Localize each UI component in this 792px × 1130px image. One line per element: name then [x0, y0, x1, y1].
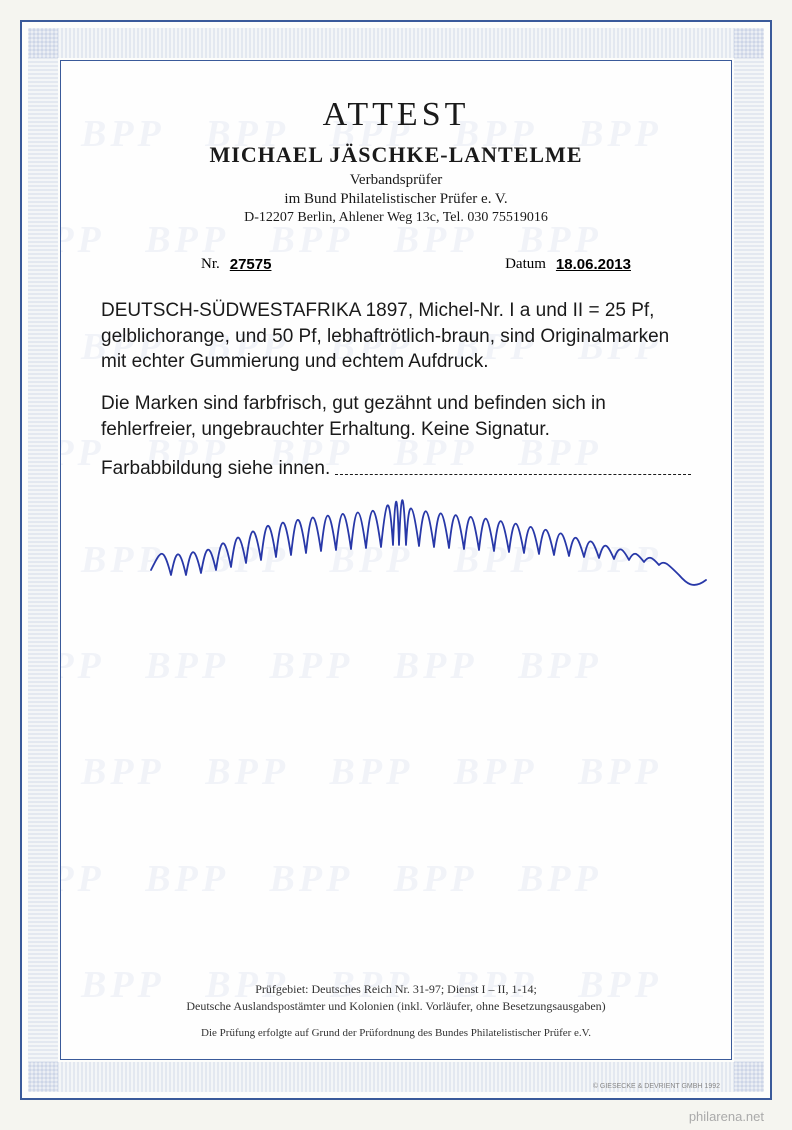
certificate-footer: Prüfgebiet: Deutsches Reich Nr. 31-97; D… [101, 981, 691, 1039]
guilloche-border-right [734, 28, 764, 1092]
footer-scope-line-1: Prüfgebiet: Deutsches Reich Nr. 31-97; D… [101, 981, 691, 998]
footer-scope-line-2: Deutsche Auslandspostämter und Kolonien … [101, 998, 691, 1015]
examiner-name: MICHAEL JÄSCHKE-LANTELME [101, 142, 691, 168]
certificate-date: Datum 18.06.2013 [505, 256, 631, 273]
certificate-outer-border: BPP BPP BPP BPP BPP BPP BPP BPP BPP BPP … [20, 20, 772, 1100]
footer-legal-note: Die Prüfung erfolgte auf Grund der Prüfo… [101, 1027, 691, 1039]
site-watermark: philarena.net [689, 1109, 764, 1124]
date-value: 18.06.2013 [556, 256, 631, 273]
certificate-number: Nr. 27575 [201, 256, 271, 273]
guilloche-border-top [28, 28, 764, 58]
certificate-paragraph-2: Die Marken sind farbfrisch, gut gezähnt … [101, 391, 691, 442]
guilloche-border-left [28, 28, 58, 1092]
certificate-paragraph-1: DEUTSCH-SÜDWESTAFRIKA 1897, Michel-Nr. I… [101, 298, 691, 375]
examiner-role: Verbandsprüfer [101, 172, 691, 189]
examiner-address: D-12207 Berlin, Ahlener Weg 13c, Tel. 03… [101, 210, 691, 226]
number-label: Nr. [201, 256, 220, 273]
certificate-inner-border: BPP BPP BPP BPP BPP BPP BPP BPP BPP BPP … [60, 60, 732, 1060]
number-value: 27575 [230, 256, 272, 273]
examiner-signature [131, 475, 731, 625]
certificate-title: ATTEST [101, 96, 691, 134]
dashed-fill-line [335, 463, 691, 475]
certificate-header: ATTEST MICHAEL JÄSCHKE-LANTELME Verbands… [101, 96, 691, 226]
copyright-text: © GIESECKE & DEVRIENT GMBH 1992 [593, 1083, 720, 1090]
certificate-content: ATTEST MICHAEL JÄSCHKE-LANTELME Verbands… [61, 61, 731, 1059]
certificate-meta-row: Nr. 27575 Datum 18.06.2013 [101, 256, 691, 273]
date-label: Datum [505, 256, 546, 273]
signature-area [101, 475, 691, 635]
examiner-organization: im Bund Philatelistischer Prüfer e. V. [101, 191, 691, 208]
